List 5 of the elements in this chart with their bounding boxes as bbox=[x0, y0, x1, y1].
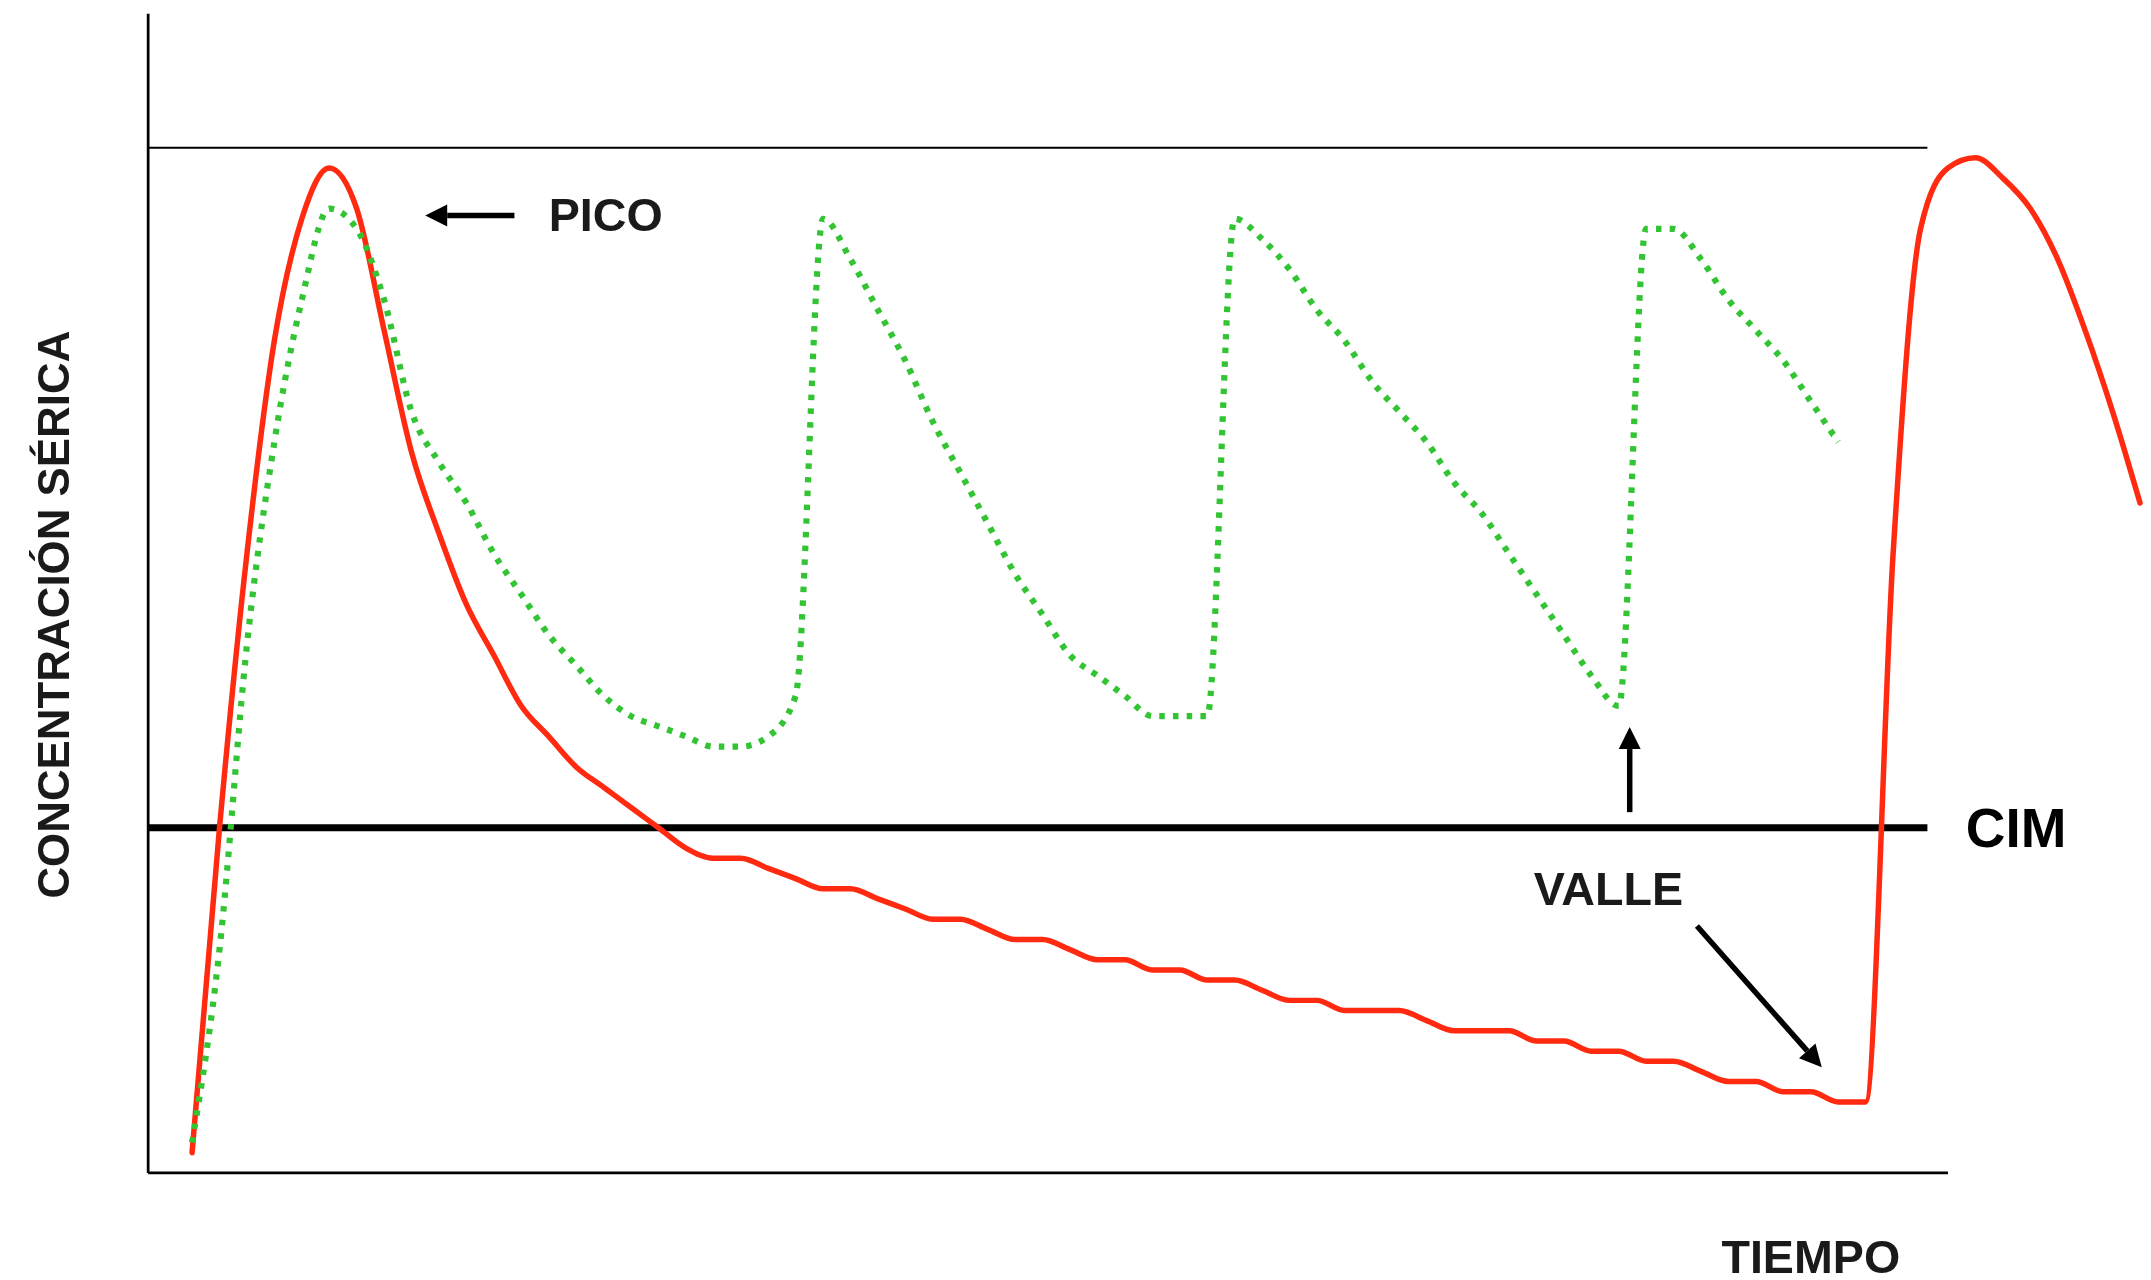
annotation: VALLE bbox=[1533, 863, 1684, 916]
y-axis-title: CONCENTRACIÓN SÉRICA bbox=[28, 330, 78, 899]
x-axis-title: TIEMPO bbox=[1721, 1231, 1901, 1280]
annotation: PICO bbox=[548, 188, 663, 241]
ref-line-label: CIM bbox=[1965, 797, 2067, 860]
